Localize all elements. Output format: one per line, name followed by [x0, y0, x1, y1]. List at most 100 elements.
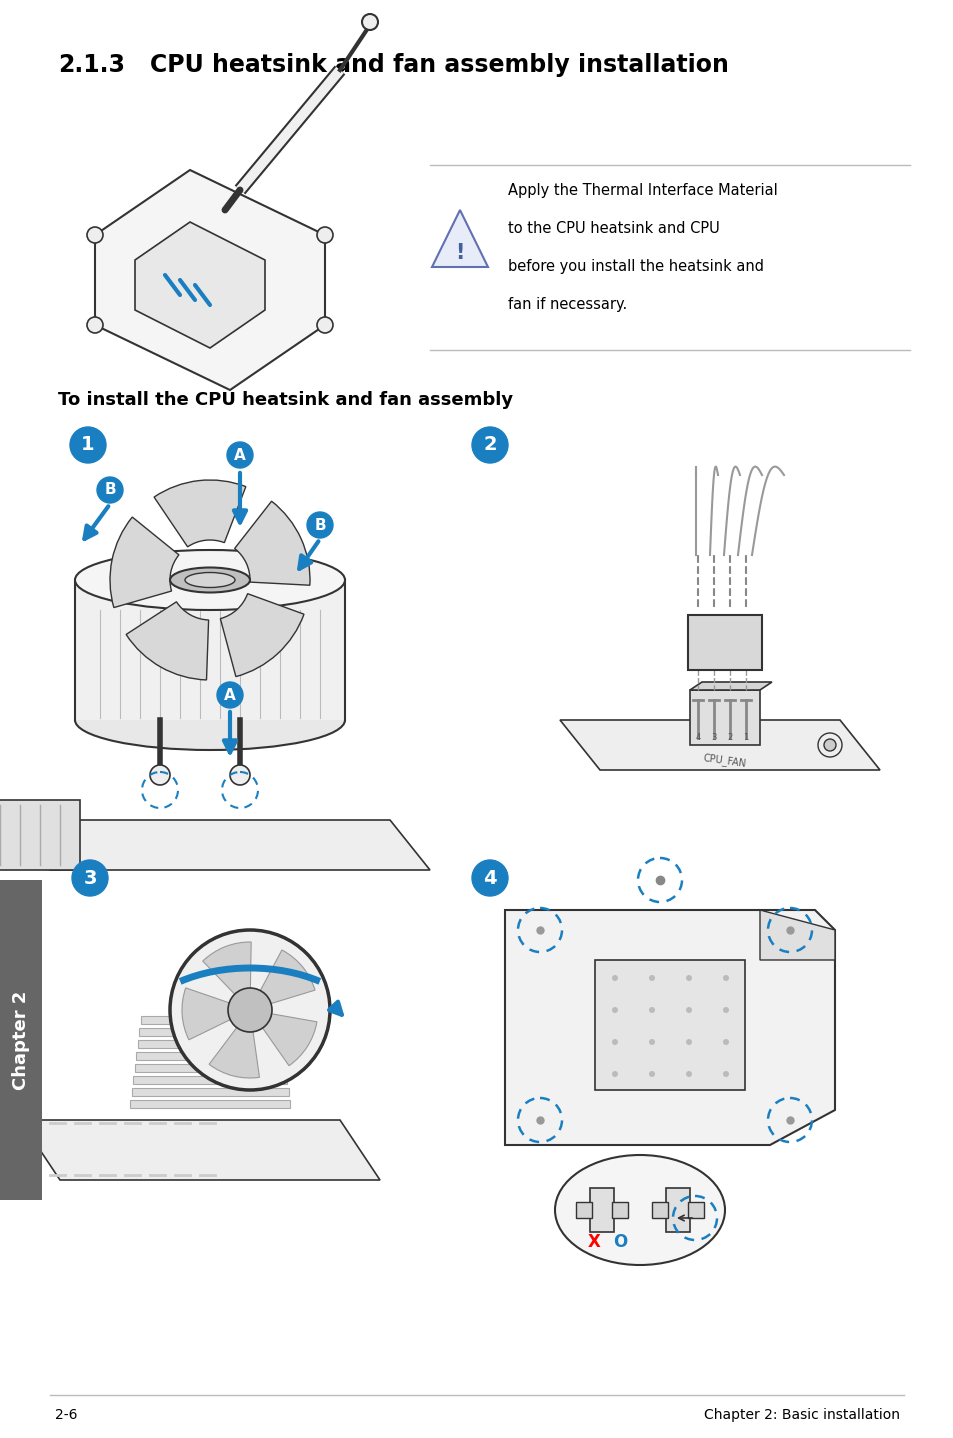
Text: 1: 1	[81, 436, 94, 454]
Wedge shape	[154, 480, 246, 546]
Bar	[0, 880, 42, 1199]
Circle shape	[472, 427, 507, 463]
Bar	[589, 1188, 614, 1232]
Bar	[132, 1089, 289, 1096]
Circle shape	[87, 227, 103, 243]
Text: !: !	[455, 243, 464, 263]
Text: B: B	[314, 518, 326, 532]
Polygon shape	[10, 820, 430, 870]
Bar	[132, 1076, 287, 1084]
Circle shape	[648, 1071, 655, 1077]
Ellipse shape	[170, 568, 250, 592]
Circle shape	[316, 316, 333, 334]
Text: Chapter 2: Chapter 2	[12, 991, 30, 1090]
Bar	[576, 1202, 592, 1218]
Polygon shape	[559, 720, 879, 769]
Circle shape	[228, 988, 272, 1032]
Circle shape	[722, 1040, 728, 1045]
Circle shape	[316, 227, 333, 243]
Circle shape	[612, 1040, 618, 1045]
Circle shape	[685, 1007, 691, 1012]
Circle shape	[612, 1007, 618, 1012]
Bar	[139, 1028, 281, 1035]
Text: 4: 4	[695, 733, 700, 742]
Ellipse shape	[555, 1155, 724, 1265]
Text: Apply the Thermal Interface Material: Apply the Thermal Interface Material	[507, 183, 777, 198]
Circle shape	[685, 975, 691, 981]
Circle shape	[97, 477, 123, 503]
Bar	[612, 1202, 627, 1218]
Circle shape	[648, 1007, 655, 1012]
Circle shape	[612, 975, 618, 981]
Circle shape	[612, 1071, 618, 1077]
Text: 4: 4	[482, 869, 497, 887]
Circle shape	[722, 975, 728, 981]
Circle shape	[722, 1071, 728, 1077]
Circle shape	[722, 1007, 728, 1012]
Bar	[141, 1017, 280, 1024]
Text: to the CPU heatsink and CPU: to the CPU heatsink and CPU	[507, 221, 719, 236]
Wedge shape	[250, 1009, 316, 1066]
Bar	[687, 615, 761, 670]
Text: fan if necessary.: fan if necessary.	[507, 298, 626, 312]
Text: 2: 2	[726, 733, 732, 742]
Text: 1: 1	[742, 733, 748, 742]
Circle shape	[227, 441, 253, 467]
Text: To install the CPU heatsink and fan assembly: To install the CPU heatsink and fan asse…	[58, 391, 513, 408]
Wedge shape	[203, 942, 251, 1009]
Text: Chapter 2: Basic installation: Chapter 2: Basic installation	[703, 1408, 899, 1422]
Polygon shape	[20, 1120, 379, 1181]
Polygon shape	[135, 221, 265, 348]
Text: before you install the heatsink and: before you install the heatsink and	[507, 259, 763, 275]
Circle shape	[817, 733, 841, 756]
Bar	[135, 1064, 286, 1071]
Circle shape	[71, 860, 108, 896]
Circle shape	[685, 1071, 691, 1077]
Polygon shape	[504, 910, 834, 1145]
Polygon shape	[95, 170, 325, 390]
Text: 3: 3	[711, 733, 716, 742]
Circle shape	[823, 739, 835, 751]
Polygon shape	[760, 910, 834, 961]
Text: 3: 3	[83, 869, 96, 887]
Text: CPU_FAN: CPU_FAN	[702, 752, 746, 769]
Bar	[689, 690, 760, 745]
Ellipse shape	[75, 549, 345, 610]
Text: 2.1.3: 2.1.3	[58, 53, 125, 78]
Circle shape	[361, 14, 377, 30]
Text: A: A	[224, 687, 235, 703]
Ellipse shape	[75, 690, 345, 751]
Text: CPU heatsink and fan assembly installation: CPU heatsink and fan assembly installati…	[150, 53, 728, 78]
Text: B: B	[104, 483, 115, 498]
Wedge shape	[234, 502, 310, 585]
Polygon shape	[0, 800, 80, 870]
Bar	[595, 961, 744, 1090]
Bar	[687, 1202, 703, 1218]
Wedge shape	[220, 594, 304, 677]
Bar	[130, 1100, 290, 1109]
Text: A: A	[233, 447, 246, 463]
Wedge shape	[110, 518, 179, 608]
Circle shape	[216, 682, 243, 707]
Text: O: O	[612, 1232, 626, 1251]
Wedge shape	[250, 951, 314, 1009]
Text: 2: 2	[482, 436, 497, 454]
Text: X: X	[587, 1232, 599, 1251]
Circle shape	[685, 1040, 691, 1045]
Bar	[138, 1040, 283, 1048]
Ellipse shape	[185, 572, 234, 588]
Bar	[75, 580, 345, 720]
Circle shape	[307, 512, 333, 538]
Bar	[651, 1202, 667, 1218]
Wedge shape	[182, 988, 250, 1040]
Bar	[136, 1053, 284, 1060]
Circle shape	[70, 427, 106, 463]
Wedge shape	[126, 601, 209, 680]
Circle shape	[648, 975, 655, 981]
Text: 2-6: 2-6	[55, 1408, 77, 1422]
Circle shape	[230, 765, 250, 785]
Polygon shape	[689, 682, 771, 690]
Bar	[665, 1188, 689, 1232]
Circle shape	[648, 1040, 655, 1045]
Circle shape	[150, 765, 170, 785]
